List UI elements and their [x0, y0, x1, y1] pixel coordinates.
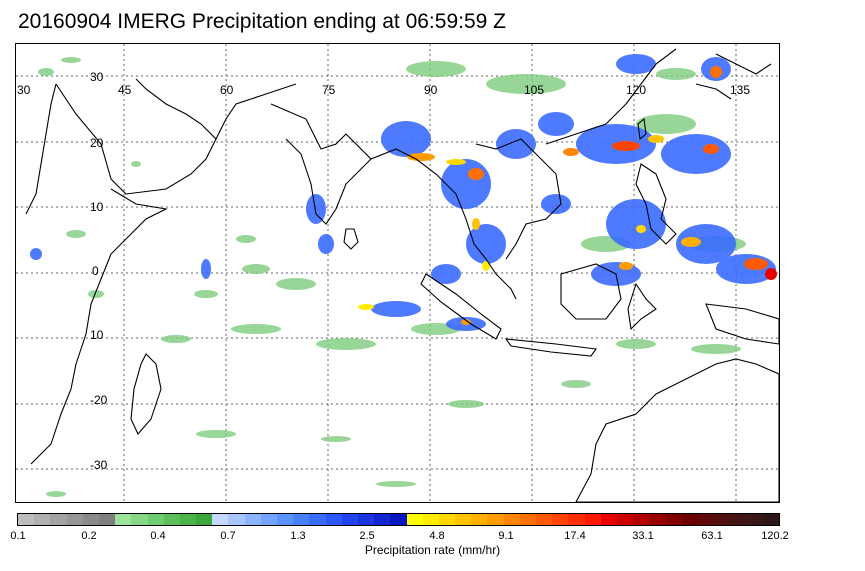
scale-tick-9: 33.1: [632, 530, 654, 542]
scale-swatch: [293, 514, 310, 525]
heavy-precip: [358, 66, 777, 325]
scale-swatch: [131, 514, 148, 525]
scale-tick-2: 0.4: [150, 530, 166, 542]
scale-swatch: [633, 514, 650, 525]
map-canvas: [16, 44, 779, 502]
scale-swatch: [34, 514, 51, 525]
scale-swatch: [163, 514, 180, 525]
scale-swatch: [552, 514, 569, 525]
scale-swatch: [179, 514, 197, 525]
lat-label-neg30: -30: [90, 458, 108, 472]
scale-swatch: [471, 514, 488, 525]
scale-swatch: [18, 514, 35, 525]
scale-tick-8: 17.4: [564, 530, 586, 542]
scale-swatch: [196, 514, 213, 525]
scale-tick-0: 0.1: [10, 530, 26, 542]
scale-swatch: [66, 514, 83, 525]
scale-swatch: [568, 514, 585, 525]
scale-swatch: [374, 514, 391, 525]
scale-swatch: [714, 514, 731, 525]
scale-swatch: [536, 514, 553, 525]
scale-caption: Precipitation rate (mm/hr): [364, 543, 501, 557]
lon-label-45: 45: [118, 83, 132, 97]
scale-swatch: [82, 514, 99, 525]
scale-swatch: [438, 514, 456, 525]
scale-swatch: [730, 514, 747, 525]
scale-swatch: [422, 514, 439, 525]
coastlines: [25, 48, 779, 502]
scale-swatch: [455, 514, 472, 525]
scale-tick-1: 0.2: [81, 530, 97, 542]
precipitation-map: 30 30 45 60 75 90 105 120 135 20 10 0 10…: [15, 43, 780, 503]
lon-label-120: 120: [626, 83, 647, 97]
scale-tick-3: 0.7: [220, 530, 236, 542]
map-grid: [16, 44, 779, 502]
scale-swatch: [487, 514, 504, 525]
scale-tick-10: 63.1: [701, 530, 723, 542]
precip-color-scale: [17, 513, 780, 526]
scale-tick-7: 9.1: [498, 530, 514, 542]
lon-label-75: 75: [322, 83, 336, 97]
scale-swatch: [503, 514, 520, 525]
scale-swatch: [50, 514, 67, 525]
scale-swatch: [341, 514, 358, 525]
scale-swatch: [228, 514, 245, 525]
lon-label-30: 30: [90, 70, 104, 84]
scale-swatch: [600, 514, 617, 525]
scale-swatch: [697, 514, 715, 525]
scale-swatch: [681, 514, 698, 525]
scale-swatch: [115, 514, 132, 525]
scale-tick-11: 120.2: [761, 530, 789, 542]
lat-label-10: 10: [90, 200, 104, 214]
lat-label-neg20: -20: [90, 393, 108, 407]
scale-swatch: [260, 514, 277, 525]
lon-label-105: 105: [524, 83, 545, 97]
lon-label-135: 135: [730, 83, 751, 97]
scale-swatch: [762, 514, 779, 525]
scale-swatch: [357, 514, 375, 525]
lat-label-0: 0: [92, 264, 99, 278]
scale-swatch: [277, 514, 294, 525]
scale-tick-5: 2.5: [359, 530, 375, 542]
scale-swatch: [519, 514, 536, 525]
scale-swatch: [584, 514, 601, 525]
map-title: 20160904 IMERG Precipitation ending at 0…: [18, 10, 506, 33]
scale-tick-4: 1.3: [290, 530, 306, 542]
lat-label-20: 20: [90, 136, 104, 150]
scale-swatch: [406, 514, 423, 525]
lon-label-90: 90: [424, 83, 438, 97]
scale-swatch: [390, 514, 407, 525]
scale-swatch: [98, 514, 116, 525]
scale-swatch: [212, 514, 229, 525]
scale-swatch: [244, 514, 261, 525]
lat-label-neg10: 10: [90, 328, 104, 342]
scale-swatch: [147, 514, 164, 525]
scale-swatch: [325, 514, 342, 525]
scale-tick-6: 4.8: [429, 530, 445, 542]
lon-label-60: 60: [220, 83, 234, 97]
scale-swatch: [746, 514, 763, 525]
scale-swatch: [649, 514, 666, 525]
scale-swatch: [309, 514, 326, 525]
light-precip: [38, 57, 746, 497]
lon-label-30e: 30: [17, 83, 31, 97]
scale-swatch: [616, 514, 634, 525]
scale-swatch: [665, 514, 682, 525]
